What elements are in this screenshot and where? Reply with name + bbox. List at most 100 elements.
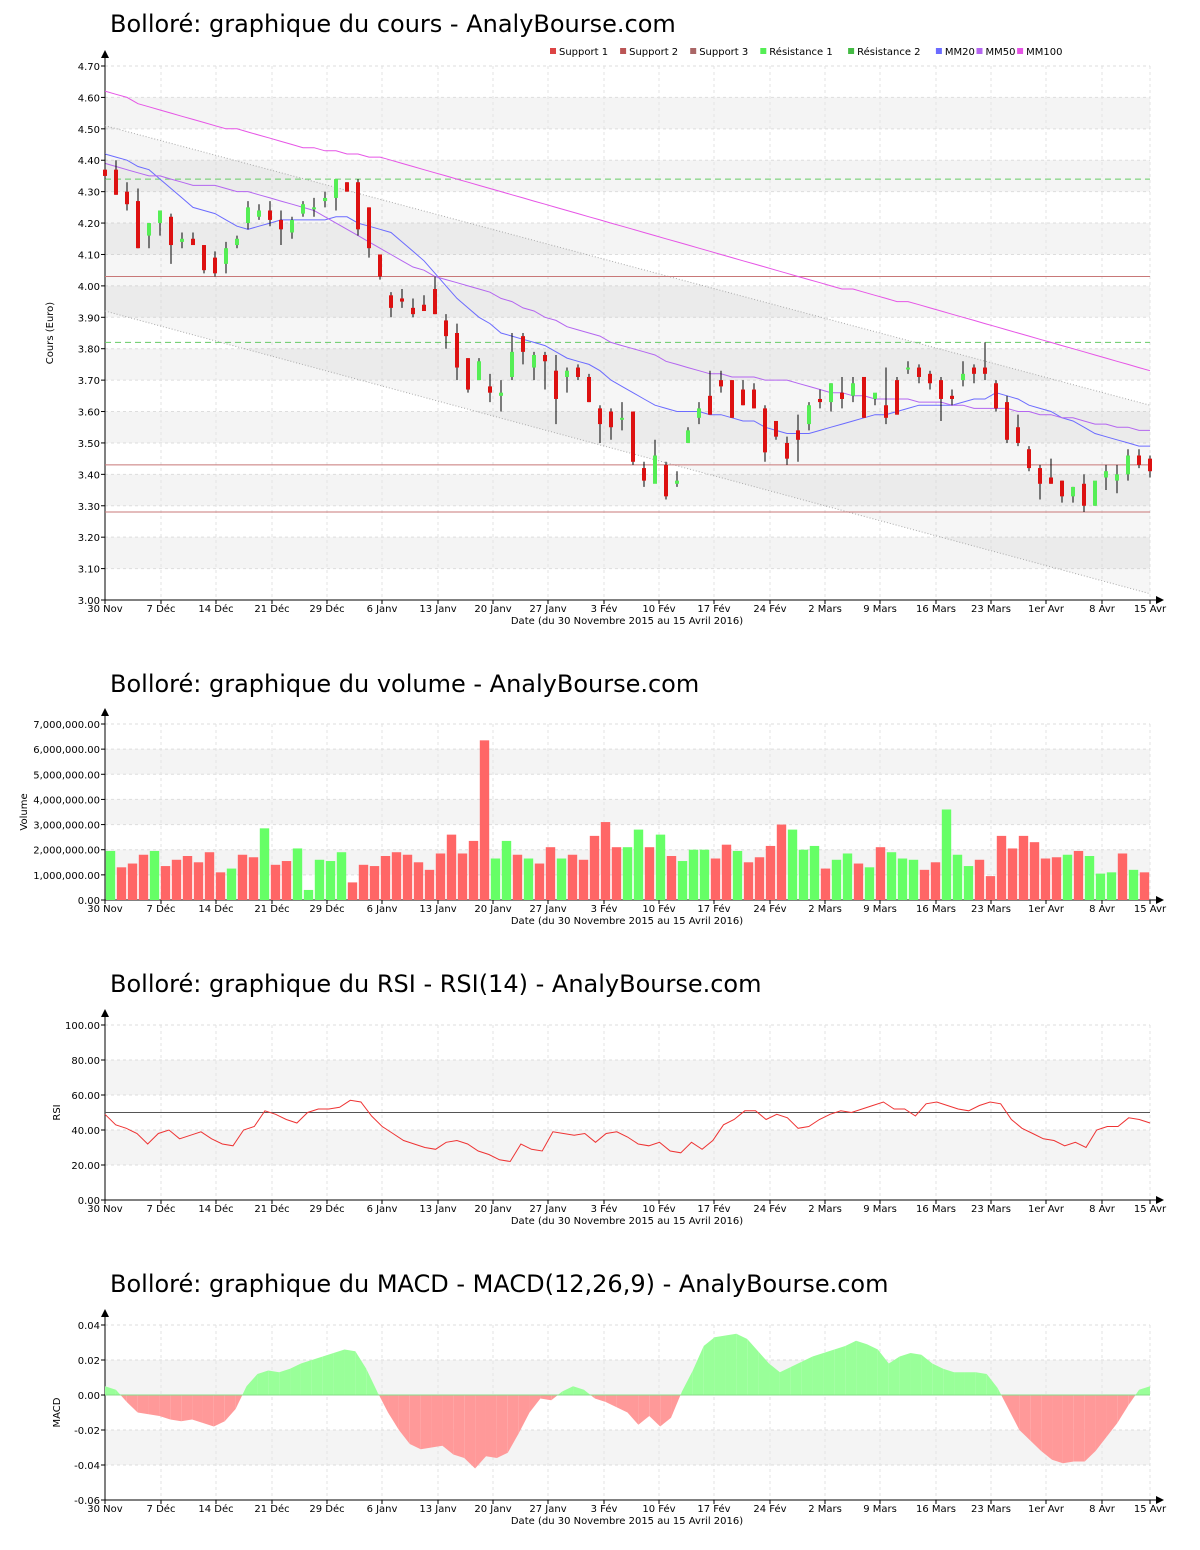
x-tick-label: 23 Mars <box>971 904 1011 915</box>
candle-body <box>1137 455 1141 465</box>
volume-bar <box>237 854 248 900</box>
candle-body <box>1104 471 1108 478</box>
moving-average-mm50 <box>104 162 1150 431</box>
macd-area-segment <box>758 1351 770 1395</box>
candle-body <box>279 219 283 230</box>
macd-area-segment <box>877 1349 889 1395</box>
candle-body <box>1148 458 1152 472</box>
candle-body <box>862 376 866 418</box>
y-tick-label: 7,000,000.00 <box>33 720 100 731</box>
legend-swatch <box>976 48 983 54</box>
volume-bar <box>666 856 677 900</box>
candle-body <box>411 307 415 315</box>
volume-bar <box>446 834 457 900</box>
legend-swatch <box>690 48 697 54</box>
macd-area-segment <box>246 1374 258 1395</box>
candle-body <box>433 289 437 315</box>
x-tick-label: 21 Déc <box>254 1203 289 1215</box>
macd-area-segment <box>1073 1395 1085 1462</box>
volume-bar <box>644 847 655 900</box>
macd-area-segment <box>120 1395 127 1402</box>
x-tick-label: 16 Mars <box>916 904 956 915</box>
candle-body <box>202 245 206 271</box>
volume-bar <box>380 856 391 900</box>
macd-area-segment <box>518 1395 530 1434</box>
candle-body <box>521 336 525 352</box>
candle-body <box>895 380 899 415</box>
y-tick-label: 5,000,000.00 <box>33 770 100 781</box>
macd-area-segment <box>1117 1395 1129 1423</box>
volume-bar <box>204 852 215 900</box>
volume-bar <box>743 862 754 900</box>
macd-area-segment <box>485 1395 497 1458</box>
y-tick-label: 2,000,000.00 <box>33 846 100 857</box>
volume-bar <box>677 861 688 900</box>
macd-area-segment <box>1030 1395 1042 1451</box>
y-tick-label: 1,000,000.00 <box>33 871 100 882</box>
macd-area-segment <box>126 1395 138 1413</box>
legend-label: Résistance 1 <box>769 46 832 58</box>
candle-body <box>697 408 701 418</box>
volume-bar <box>369 866 380 900</box>
volume-bar <box>886 852 897 900</box>
candle-body <box>378 254 382 277</box>
candle-body <box>752 389 756 409</box>
y-axis-arrow <box>101 50 109 58</box>
volume-bar <box>149 850 160 900</box>
volume-bar <box>1029 842 1040 900</box>
x-tick-label: 14 Déc <box>198 1203 233 1215</box>
macd-area-segment <box>377 1391 379 1395</box>
macd-area-segment <box>823 1349 835 1395</box>
macd-area-segment <box>594 1395 606 1402</box>
x-tick-label: 15 Avr <box>1134 604 1167 615</box>
candle-body <box>334 179 338 198</box>
x-tick-label: 14 Déc <box>198 903 233 915</box>
volume-bar <box>281 861 292 900</box>
y-tick-label: 4.50 <box>78 125 100 136</box>
y-tick-label: 4.60 <box>78 93 100 104</box>
candle-body <box>290 219 294 233</box>
candle-body <box>884 405 888 418</box>
macd-area-segment <box>181 1395 193 1422</box>
x-tick-label: 13 Janv <box>419 604 456 615</box>
volume-bar <box>512 854 523 900</box>
macd-area-segment <box>812 1353 824 1395</box>
macd-area-segment <box>562 1386 574 1395</box>
volume-bar <box>1106 872 1117 900</box>
x-tick-label: 23 Mars <box>971 604 1011 615</box>
x-tick-label: 24 Fév <box>753 603 786 615</box>
x-axis-arrow <box>1156 1196 1164 1204</box>
candle-body <box>301 204 305 214</box>
x-tick-label: 8 Avr <box>1089 904 1116 915</box>
candle-body <box>1126 455 1130 475</box>
grid-band <box>105 1060 1150 1095</box>
candle-body <box>851 383 855 396</box>
x-tick-label: 6 Janv <box>367 1204 398 1215</box>
y-tick-label: 4.40 <box>78 156 100 167</box>
y-tick-label: 0.00 <box>78 1196 100 1207</box>
legend-swatch <box>620 48 627 54</box>
candle-body <box>675 480 679 484</box>
volume-bar <box>831 859 842 900</box>
candle-body <box>213 257 217 274</box>
x-tick-label: 1er Avr <box>1028 1504 1065 1515</box>
macd-area-segment <box>464 1395 476 1469</box>
macd-area-segment <box>660 1395 672 1427</box>
x-tick-label: 16 Mars <box>916 604 956 615</box>
volume-bar <box>303 889 314 900</box>
volume-bar <box>578 859 589 900</box>
macd-area-segment <box>344 1349 356 1395</box>
moving-average-mm100 <box>104 90 1151 372</box>
candle-body <box>246 207 250 224</box>
grid-band <box>105 97 1150 129</box>
x-tick-label: 6 Janv <box>367 1504 398 1515</box>
volume-bar <box>732 850 743 900</box>
candle-body <box>191 238 195 246</box>
x-tick-label: 23 Mars <box>971 1204 1011 1215</box>
y-axis-title: MACD <box>52 1397 63 1427</box>
candle-body <box>257 210 261 217</box>
x-tick-label: 30 Nov <box>87 604 123 615</box>
volume-bar <box>721 844 732 900</box>
grid-band <box>105 537 1150 569</box>
y-tick-label: -0.04 <box>74 1461 100 1472</box>
